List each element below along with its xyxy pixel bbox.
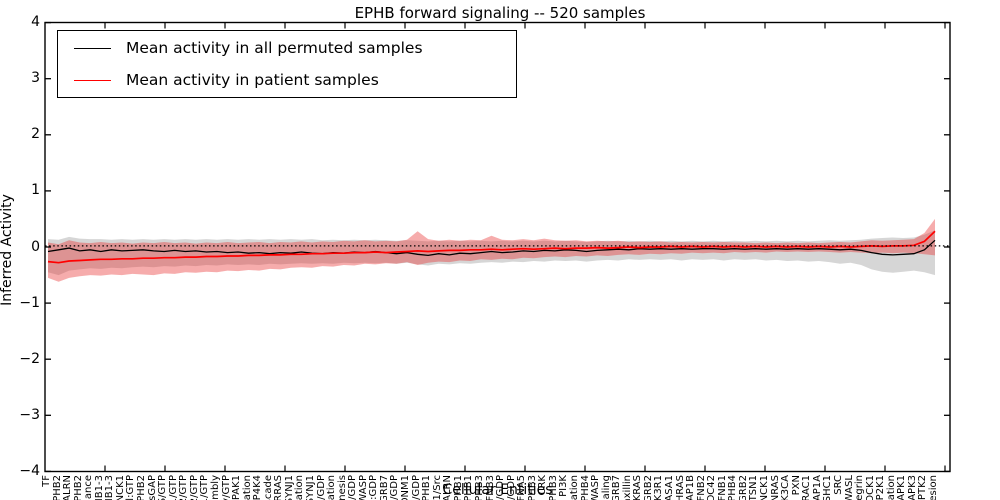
x-tick-label: MAP4K4 bbox=[252, 475, 264, 500]
y-tick-label: 0 bbox=[31, 238, 40, 255]
x-tick-label: DNM1 bbox=[400, 475, 412, 500]
x-tick-label: Ephrin B1/EPHB1-3 bbox=[104, 475, 115, 500]
x-tick-label: neuron projection morphogenesis bbox=[337, 475, 348, 500]
x-tick-label: KALRN bbox=[442, 475, 454, 500]
x-tick-label: HRAS/GTP bbox=[157, 475, 168, 500]
x-tick-label: PIK3CA bbox=[780, 475, 792, 500]
y-tick-label: −2 bbox=[19, 350, 40, 367]
y-tick-label: −3 bbox=[19, 406, 40, 423]
x-tick-label: ROCK1 bbox=[864, 475, 876, 500]
x-tick-label: RAP1/GDP bbox=[389, 475, 400, 500]
x-tick-label: cell adhesion mediated by integrin bbox=[854, 475, 865, 500]
x-tick-label: MAP2K1 bbox=[875, 475, 887, 500]
x-tick-label: NCK1 bbox=[759, 475, 771, 500]
x-tick-label: actin cytoskeleton reorganization bbox=[294, 475, 305, 500]
x-tick-label: Endophilin/SYNJ1 bbox=[305, 475, 316, 500]
x-tick-label: GRB7 bbox=[611, 475, 623, 500]
legend-line-permuted-icon bbox=[74, 47, 111, 49]
y-tick-label: −1 bbox=[19, 294, 40, 311]
x-tick-label: ruffle organization bbox=[326, 475, 337, 500]
x-tick-label: cell-cell signaling bbox=[601, 475, 612, 500]
legend-label-permuted: Mean activity in all permuted samples bbox=[126, 39, 423, 57]
patient-range-band bbox=[48, 218, 935, 282]
x-tick-label: EFNA5 bbox=[516, 475, 528, 500]
x-tick-label: Rap1/GTP bbox=[199, 475, 211, 500]
x-tick-label: mol:GTP bbox=[125, 475, 137, 500]
x-tick-label: Ephrin B2/EPHB4 bbox=[580, 475, 591, 500]
chart-title: EPHB forward signaling -- 520 samples bbox=[354, 4, 646, 22]
x-tick-label: axon guidance bbox=[83, 475, 94, 500]
x-tick-label: EPHB2 bbox=[51, 475, 63, 500]
x-axis-label: Cellular Entities bbox=[442, 482, 553, 498]
x-tick-label: RAP1B bbox=[685, 475, 697, 500]
permuted-mean-line bbox=[47, 239, 936, 257]
x-tick-label: RAS family/GDP bbox=[316, 475, 327, 500]
x-tick-label: RASA1 bbox=[664, 475, 675, 500]
x-tick-label: RRAS bbox=[273, 475, 285, 500]
y-tick-label: 2 bbox=[31, 126, 40, 143]
x-tick-label: Ephrin B1/EPHB1 bbox=[463, 475, 474, 500]
x-tick-label: ITSN1 bbox=[748, 475, 760, 500]
x-tick-label: Rac1/GDP bbox=[505, 475, 517, 500]
x-tick-label: cell-cell adhesion bbox=[928, 475, 939, 500]
x-tick-label: SRC bbox=[832, 475, 844, 495]
legend-entry-permuted: Mean activity in all permuted samples bbox=[58, 32, 516, 64]
x-tick-label: WASL bbox=[843, 475, 855, 500]
y-tick-label: 1 bbox=[31, 182, 40, 199]
x-tick-label: RAS family/GTP bbox=[221, 475, 232, 500]
x-tick-label: SHC1 bbox=[822, 475, 834, 500]
x-tick-label: Intersectin/N-WASP bbox=[590, 475, 601, 500]
x-tick-label: CDC42/GDP bbox=[495, 475, 506, 500]
x-tick-label: TF bbox=[41, 475, 52, 487]
x-tick-label: RAC1 bbox=[801, 475, 813, 500]
x-tick-label: PIK3R1 bbox=[653, 475, 665, 500]
x-tick-label: Ephrin B/EPHB1 bbox=[421, 475, 432, 500]
x-tick-label: RAC1-CDC42/GTP bbox=[178, 475, 189, 500]
x-tick-label: EFNB3 bbox=[484, 475, 496, 500]
y-tick-label: −4 bbox=[19, 462, 40, 479]
x-tick-label: PTK2 bbox=[917, 475, 929, 500]
x-tick-label: endothelial cell migration bbox=[569, 475, 580, 500]
legend-entry-patient: Mean activity in patient samples bbox=[58, 64, 516, 96]
x-tick-label: KRAS bbox=[632, 475, 644, 500]
legend-line-patient-icon bbox=[74, 79, 111, 81]
x-tick-label: PI3K bbox=[558, 475, 570, 497]
x-tick-label: CDC42 bbox=[706, 475, 718, 500]
permuted-range-band bbox=[48, 230, 935, 276]
x-tick-label: NRAS bbox=[769, 475, 781, 500]
x-tick-label: HRAS/GDP bbox=[347, 475, 358, 500]
x-tick-label: HRAS bbox=[674, 475, 686, 500]
x-tick-label: CRK bbox=[537, 475, 549, 496]
legend: Mean activity in all permuted samples Me… bbox=[57, 30, 517, 98]
x-tick-label: EPHB4 bbox=[727, 475, 739, 500]
y-tick-label: 4 bbox=[31, 14, 40, 31]
x-tick-label: MAPK1 bbox=[896, 475, 908, 500]
x-tick-label: Ephrin B/EPHB2/RasGAP bbox=[147, 475, 158, 500]
x-tick-label: Ephrin B/EPHB3 bbox=[474, 475, 485, 500]
x-tick-label: Ephrin B/EPHB2/KALRN bbox=[62, 475, 73, 500]
x-tick-label: PAK1 bbox=[231, 475, 243, 500]
x-tick-label: RAC1-CDC42/GDP bbox=[411, 475, 422, 500]
y-tick-label: 3 bbox=[31, 70, 40, 87]
x-tick-label: mol:GDP bbox=[368, 475, 380, 500]
legend-label-patient: Mean activity in patient samples bbox=[126, 71, 379, 89]
patient-mean-line bbox=[47, 230, 936, 264]
x-tick-label: receptor internalization bbox=[242, 475, 253, 500]
x-tick-label: lamellipodium assembly bbox=[210, 475, 221, 500]
x-tick-label: Ephrin B/EPHB2 bbox=[136, 475, 147, 500]
